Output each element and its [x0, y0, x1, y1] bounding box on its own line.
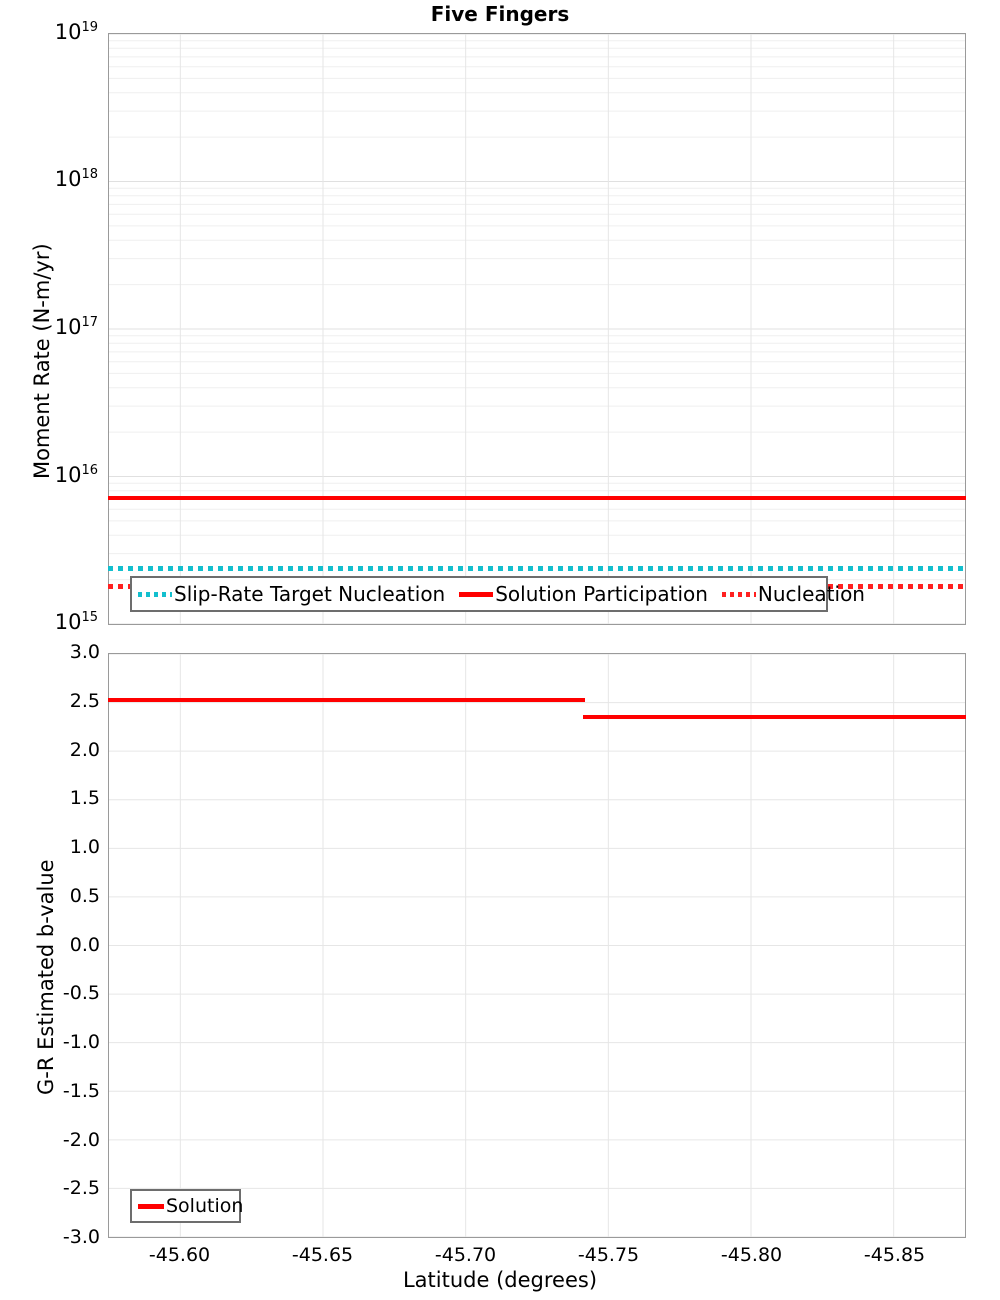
legend-entry-solution[interactable]: Solution [138, 1194, 247, 1217]
legend-label-solution-participation: Solution Participation [495, 582, 708, 606]
legend-label-nucleation: Nucleation [757, 582, 865, 606]
ytick-1e16: 1016 [54, 463, 98, 487]
moment-rate-gridlines [109, 34, 965, 624]
legend-swatch-dotted-cyan-icon [138, 591, 172, 597]
legend-entry-slip-rate-target-nucleation[interactable]: Slip-Rate Target Nucleation [138, 584, 449, 604]
xtick-latitude-neg45p75: -45.75 [577, 1244, 640, 1266]
b-value-axis-label: G-R Estimated b-value [34, 859, 58, 1095]
xtick-latitude-neg45p65: -45.65 [291, 1244, 354, 1266]
legend-entry-nucleation[interactable]: Nucleation [721, 582, 869, 606]
legend-swatch-solid-red-icon [138, 1203, 164, 1209]
ytick-bvalue-3p0: 3.0 [69, 641, 100, 663]
ytick-1e19: 1019 [54, 20, 98, 44]
b-value-plot-area [108, 653, 966, 1238]
xtick-latitude-neg45p80: -45.80 [720, 1244, 783, 1266]
legend-swatch-dotted-red-icon [721, 591, 756, 597]
ytick-1e18: 1018 [54, 167, 98, 191]
xtick-latitude-neg45p85: -45.85 [863, 1244, 926, 1266]
latitude-axis-label: Latitude (degrees) [402, 1268, 598, 1292]
ytick-bvalue-neg1p5: -1.5 [62, 1079, 100, 1102]
legend-swatch-solid-red-icon [459, 591, 494, 597]
ytick-bvalue-1p0: 1.0 [69, 836, 100, 858]
moment-rate-plot-area [108, 33, 966, 625]
legend-entry-solution-participation[interactable]: Solution Participation [459, 584, 712, 604]
moment-rate-legend[interactable]: Slip-Rate Target Nucleation Solution Par… [130, 576, 865, 612]
ytick-1e17: 1017 [54, 315, 98, 339]
ytick-bvalue-2p5: 2.5 [69, 689, 100, 712]
ytick-bvalue-neg2p0: -2.0 [62, 1128, 100, 1151]
figure-title: Five Fingers [430, 2, 570, 26]
moment-rate-axis-label: Moment Rate (N-m/yr) [30, 243, 54, 479]
legend-label-slip-rate-target-nucleation: Slip-Rate Target Nucleation [174, 582, 446, 606]
ytick-bvalue-neg1p0: -1.0 [62, 1031, 100, 1053]
ytick-1e15: 1015 [54, 610, 98, 634]
b-value-legend[interactable]: Solution [130, 1189, 243, 1223]
ytick-bvalue-neg2p5: -2.5 [62, 1177, 100, 1200]
ytick-bvalue-2p0: 2.0 [69, 738, 100, 761]
ytick-bvalue-neg0p5: -0.5 [62, 982, 100, 1005]
ytick-bvalue-0p5: 0.5 [69, 884, 100, 907]
ytick-bvalue-1p5: 1.5 [69, 787, 100, 810]
b-value-gridlines [109, 654, 965, 1237]
xtick-latitude-neg45p60: -45.60 [148, 1244, 211, 1266]
ytick-bvalue-0p0: 0.0 [69, 933, 100, 956]
ytick-bvalue-neg3p0: -3.0 [62, 1226, 100, 1248]
xtick-latitude-neg45p70: -45.70 [434, 1244, 497, 1266]
legend-label-solution: Solution [166, 1194, 244, 1217]
